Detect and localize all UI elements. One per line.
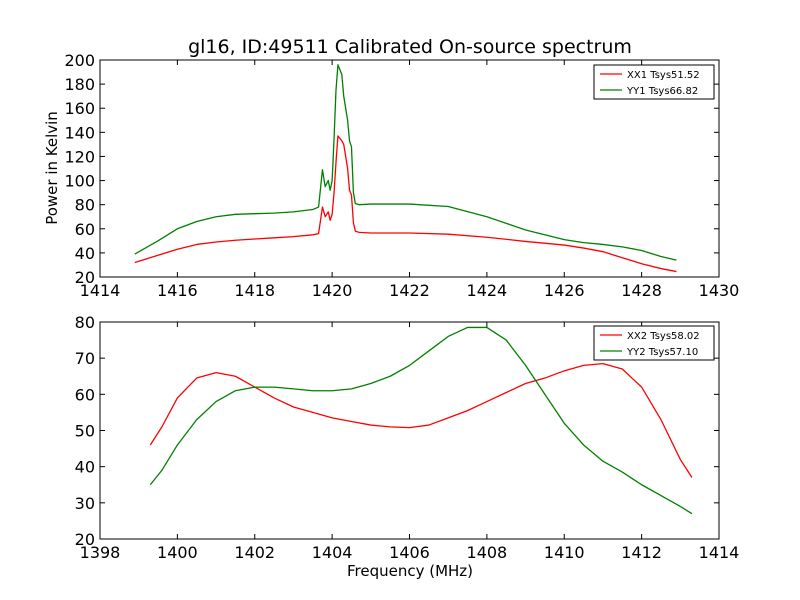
top-legend: XX1 Tsys51.52 YY1 Tsys66.82 bbox=[593, 64, 715, 100]
top-series-lines bbox=[134, 64, 677, 273]
top-panel: gl16, ID:49511 Calibrated On-source spec… bbox=[43, 36, 739, 300]
legend-label-xx1: XX1 Tsys51.52 bbox=[627, 70, 700, 81]
top-axis-ticks: 1414 1416 1418 1420 1422 1424 1426 1428 1430 20 40… bbox=[64, 51, 739, 300]
bottom-series-lines bbox=[149, 326, 693, 515]
y-tick-label: 80 bbox=[75, 196, 95, 215]
y-tick-label: 140 bbox=[64, 123, 95, 142]
y-tick-label: 40 bbox=[75, 458, 95, 477]
y-tick-label: 50 bbox=[75, 422, 95, 441]
bottom-plot-frame bbox=[99, 321, 720, 540]
y-tick-label: 30 bbox=[75, 494, 95, 513]
y-tick-label: 60 bbox=[75, 220, 95, 239]
x-tick-label: 1422 bbox=[389, 281, 430, 300]
x-tick-label: 1408 bbox=[467, 543, 508, 562]
y-tick-label: 70 bbox=[75, 349, 95, 368]
top-legend-box bbox=[593, 64, 715, 100]
y-tick-label: 60 bbox=[75, 385, 95, 404]
x-tick-label: 1418 bbox=[234, 281, 275, 300]
x-tick-label: 1402 bbox=[234, 543, 275, 562]
bottom-legend-box bbox=[593, 325, 715, 361]
legend-label-xx2: XX2 Tsys58.02 bbox=[627, 331, 700, 342]
bottom-legend: XX2 Tsys58.02 YY2 Tsys57.10 bbox=[593, 325, 715, 361]
y-tick-label: 160 bbox=[64, 99, 95, 118]
top-plot-frame bbox=[99, 59, 720, 278]
y-tick-label: 180 bbox=[64, 75, 95, 94]
x-tick-label: 1430 bbox=[699, 281, 740, 300]
x-tick-label: 1424 bbox=[467, 281, 508, 300]
x-tick-label: 1416 bbox=[157, 281, 198, 300]
series-line-xx2 bbox=[149, 362, 693, 478]
x-tick-label: 1400 bbox=[157, 543, 198, 562]
y-tick-label: 200 bbox=[64, 51, 95, 70]
x-tick-label: 1412 bbox=[621, 543, 662, 562]
x-tick-label: 1426 bbox=[544, 281, 585, 300]
y-tick-label: 40 bbox=[75, 244, 95, 263]
x-tick-label: 1404 bbox=[312, 543, 353, 562]
bottom-panel: Frequency (MHz) 1398 1400 1402 1404 1406 1408… bbox=[75, 313, 740, 580]
bottom-axis-ticks: 1398 1400 1402 1404 1406 1408 1410 1412 1414 20 30… bbox=[75, 313, 740, 562]
y-tick-label: 120 bbox=[64, 147, 95, 166]
series-line-yy2 bbox=[149, 326, 693, 515]
y-tick-label: 20 bbox=[75, 530, 95, 549]
top-plot-title: gl16, ID:49511 Calibrated On-source spec… bbox=[188, 36, 632, 58]
bottom-x-axis-label: Frequency (MHz) bbox=[347, 562, 473, 580]
x-tick-label: 1398 bbox=[80, 543, 121, 562]
x-tick-label: 1428 bbox=[621, 281, 662, 300]
x-tick-label: 1414 bbox=[80, 281, 121, 300]
legend-label-yy2: YY2 Tsys57.10 bbox=[626, 347, 698, 358]
x-tick-label: 1406 bbox=[389, 543, 430, 562]
legend-label-yy1: YY1 Tsys66.82 bbox=[626, 86, 698, 97]
x-tick-label: 1410 bbox=[544, 543, 585, 562]
top-y-axis-label: Power in Kelvin bbox=[43, 111, 61, 225]
y-tick-label: 20 bbox=[75, 268, 95, 287]
y-tick-label: 80 bbox=[75, 313, 95, 332]
y-tick-label: 100 bbox=[64, 172, 95, 191]
series-line-yy1 bbox=[134, 64, 677, 261]
x-tick-label: 1420 bbox=[312, 281, 353, 300]
series-line-xx1 bbox=[134, 135, 677, 273]
x-tick-label: 1414 bbox=[699, 543, 740, 562]
